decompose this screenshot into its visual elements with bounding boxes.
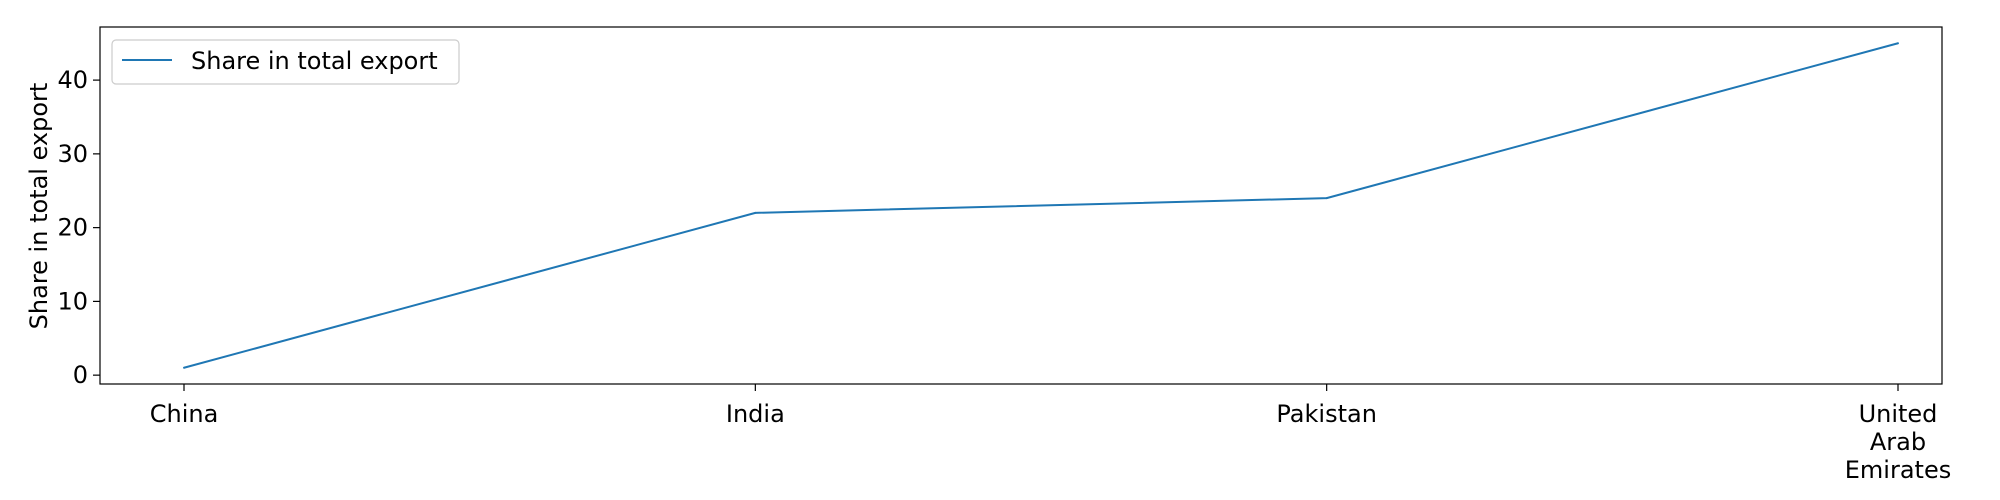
- x-tick-label: United Arab Emirates: [1845, 400, 1951, 484]
- legend: Share in total export: [111, 39, 460, 85]
- y-tick-label: 20: [57, 214, 88, 242]
- y-tick-label: 40: [57, 66, 88, 94]
- data-point: [1325, 197, 1328, 200]
- legend-label: Share in total export: [191, 47, 438, 75]
- y-tick-label: 30: [57, 140, 88, 168]
- x-tick-label: Pakistan: [1276, 400, 1377, 428]
- x-tick-label: India: [726, 400, 785, 428]
- data-point: [183, 366, 185, 369]
- data-point: [754, 211, 757, 214]
- y-axis: 0 10 20 30 40: [57, 66, 100, 389]
- plot-frame: [99, 26, 1943, 385]
- series-line-0: [183, 42, 1899, 369]
- y-tick-label: 10: [57, 287, 88, 315]
- series-layer: [183, 42, 1899, 369]
- x-axis: China India Pakistan United Arab Emirates: [150, 384, 1951, 484]
- data-point: [1897, 42, 1899, 45]
- y-axis-title: Share in total export: [25, 83, 53, 330]
- y-tick-label: 0: [73, 361, 88, 389]
- legend-box: [111, 39, 460, 85]
- x-tick-label: China: [150, 400, 219, 428]
